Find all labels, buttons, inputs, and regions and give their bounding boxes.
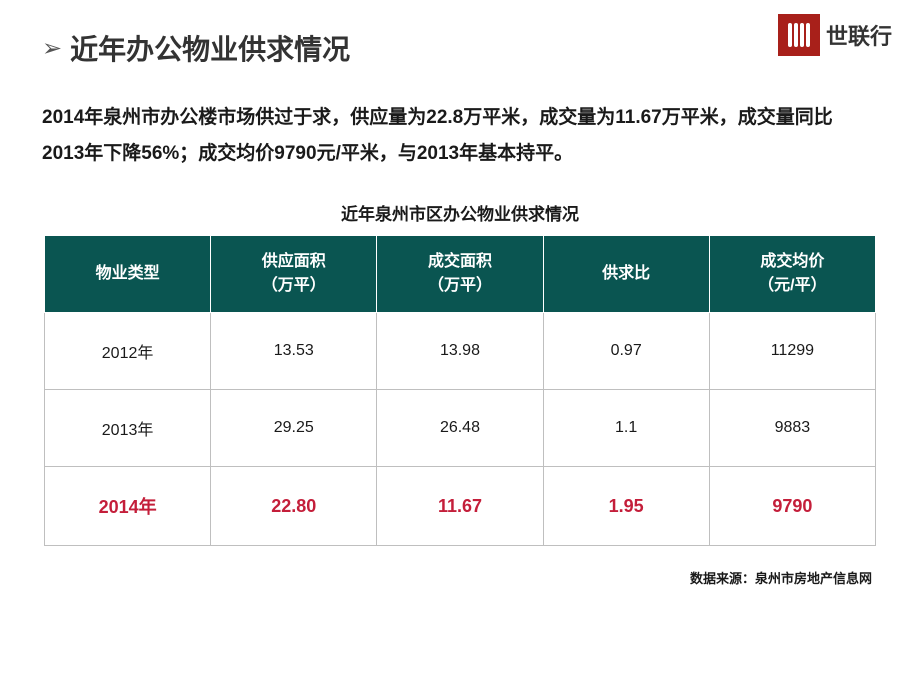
col-header: 供求比	[543, 236, 709, 313]
table-row: 2014年22.8011.671.959790	[45, 467, 876, 546]
table-cell: 26.48	[377, 390, 543, 467]
summary-text: 2014年泉州市办公楼市场供过于求，供应量为22.8万平米，成交量为11.67万…	[0, 68, 920, 172]
logo-icon	[778, 14, 820, 56]
table-title: 近年泉州市区办公物业供求情况	[0, 200, 920, 225]
table-cell: 11299	[709, 313, 875, 390]
table-cell: 1.1	[543, 390, 709, 467]
col-header: 物业类型	[45, 236, 211, 313]
table-row: 2012年13.5313.980.9711299	[45, 313, 876, 390]
table-cell: 2013年	[45, 390, 211, 467]
table-row: 2013年29.2526.481.19883	[45, 390, 876, 467]
table-cell: 13.98	[377, 313, 543, 390]
table-cell: 11.67	[377, 467, 543, 546]
table-cell: 0.97	[543, 313, 709, 390]
col-header: 成交均价（元/平）	[709, 236, 875, 313]
data-source: 数据来源：泉州市房地产信息网	[0, 546, 920, 587]
table-header-row: 物业类型 供应面积（万平） 成交面积（万平） 供求比 成交均价（元/平）	[45, 236, 876, 313]
brand-logo: 世联行	[778, 14, 892, 56]
data-table: 物业类型 供应面积（万平） 成交面积（万平） 供求比 成交均价（元/平） 201…	[44, 235, 876, 546]
table-cell: 29.25	[211, 390, 377, 467]
table-cell: 22.80	[211, 467, 377, 546]
table-cell: 9883	[709, 390, 875, 467]
page-title: 近年办公物业供求情况	[70, 28, 350, 68]
table-cell: 1.95	[543, 467, 709, 546]
logo-text: 世联行	[826, 19, 892, 51]
arrow-icon: ➢	[42, 34, 62, 63]
data-table-container: 物业类型 供应面积（万平） 成交面积（万平） 供求比 成交均价（元/平） 201…	[0, 235, 920, 546]
table-cell: 9790	[709, 467, 875, 546]
col-header: 成交面积（万平）	[377, 236, 543, 313]
col-header: 供应面积（万平）	[211, 236, 377, 313]
table-cell: 2012年	[45, 313, 211, 390]
table-cell: 2014年	[45, 467, 211, 546]
table-cell: 13.53	[211, 313, 377, 390]
